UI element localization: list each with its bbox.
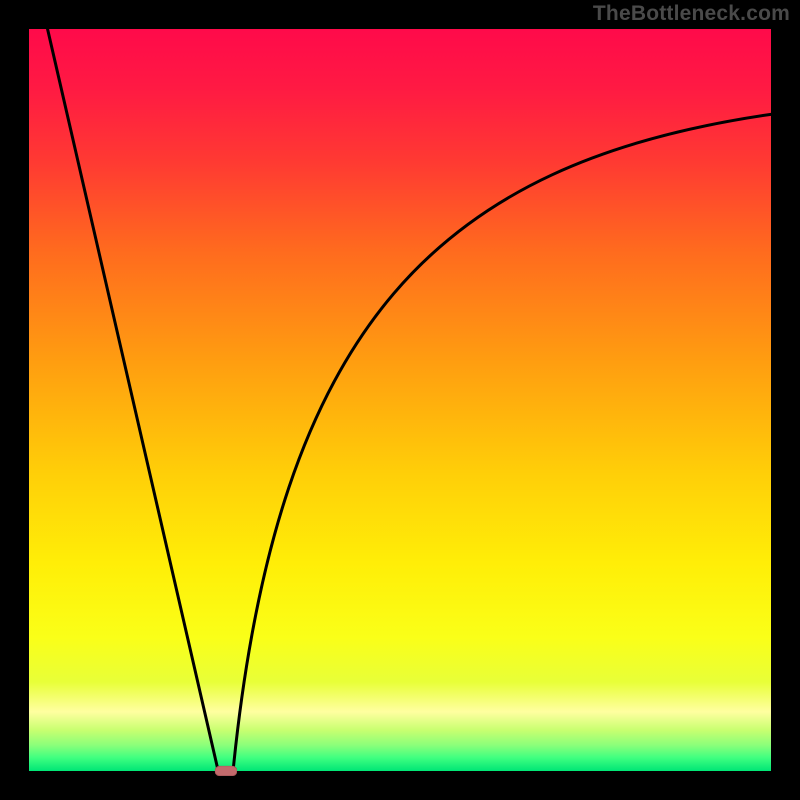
marker-pill	[215, 766, 237, 776]
watermark-text: TheBottleneck.com	[593, 2, 790, 26]
bottleneck-chart	[29, 29, 771, 771]
optimal-point-marker	[215, 766, 237, 776]
chart-background	[29, 29, 771, 771]
